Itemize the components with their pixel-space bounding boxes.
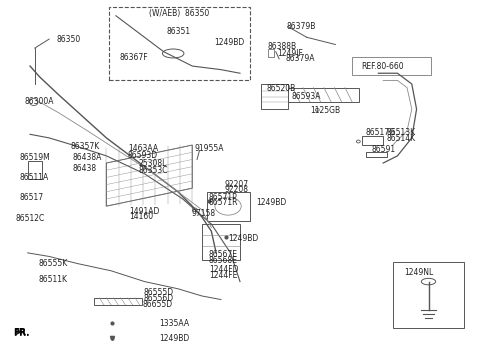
Text: REF.80-660: REF.80-660 — [362, 62, 404, 71]
Text: 86388B: 86388B — [268, 42, 297, 51]
Text: 86438: 86438 — [72, 164, 96, 173]
Text: 86367F: 86367F — [120, 52, 148, 62]
Text: 1249NL: 1249NL — [405, 268, 434, 277]
Text: 1249BD: 1249BD — [257, 198, 287, 207]
Text: 86350: 86350 — [56, 35, 81, 43]
Text: 97158: 97158 — [192, 209, 216, 218]
Text: 86379B: 86379B — [287, 22, 316, 31]
Text: 86353C: 86353C — [139, 166, 168, 175]
Text: 1249BD: 1249BD — [159, 334, 189, 343]
Text: 1463AA: 1463AA — [128, 144, 158, 153]
Text: 1249JF: 1249JF — [277, 49, 303, 58]
Text: 86591: 86591 — [371, 145, 396, 154]
Text: 86520B: 86520B — [267, 84, 296, 93]
Text: 86379A: 86379A — [285, 54, 315, 63]
Text: 92207: 92207 — [225, 180, 249, 189]
Text: 86517G: 86517G — [365, 128, 396, 137]
Text: 1244FE: 1244FE — [209, 272, 237, 280]
Text: 86357K: 86357K — [71, 142, 100, 151]
Text: 86655D: 86655D — [142, 300, 172, 310]
Text: 1249BD: 1249BD — [214, 38, 244, 47]
Text: 86511A: 86511A — [20, 173, 49, 182]
Text: 86555K: 86555K — [38, 259, 68, 268]
Text: 86593D: 86593D — [128, 151, 158, 160]
Text: FR.: FR. — [13, 328, 30, 337]
Text: 1491AD: 1491AD — [129, 207, 160, 216]
Text: 14160: 14160 — [129, 212, 154, 222]
Text: 1125GB: 1125GB — [311, 106, 341, 115]
Text: 1244FD: 1244FD — [209, 265, 239, 274]
Text: 86514K: 86514K — [387, 134, 416, 143]
Text: 86351: 86351 — [166, 28, 190, 37]
Text: 1335AA: 1335AA — [159, 320, 189, 328]
Text: 25308L: 25308L — [139, 159, 167, 168]
Text: FR.: FR. — [13, 329, 30, 338]
Text: 86511K: 86511K — [38, 275, 68, 284]
Text: 86300A: 86300A — [24, 97, 54, 106]
Text: 86568E: 86568E — [209, 256, 238, 265]
Text: 86571R: 86571R — [209, 198, 239, 207]
Text: 86567E: 86567E — [209, 250, 238, 259]
Bar — [352, 57, 431, 75]
Text: 1249BD: 1249BD — [228, 234, 258, 243]
Text: 86438A: 86438A — [72, 153, 101, 162]
Text: 86513K: 86513K — [387, 128, 416, 137]
Text: (W/AEB)  86350: (W/AEB) 86350 — [149, 9, 210, 18]
Text: 86512C: 86512C — [16, 214, 45, 223]
Text: 92208: 92208 — [225, 185, 249, 194]
Bar — [393, 262, 464, 328]
Text: 86571P: 86571P — [209, 193, 238, 202]
Bar — [109, 7, 250, 80]
Text: 86556D: 86556D — [144, 294, 174, 303]
Text: 86519M: 86519M — [20, 153, 50, 162]
Text: 86593A: 86593A — [291, 92, 321, 101]
Text: 91955A: 91955A — [195, 144, 224, 153]
Text: 86517: 86517 — [20, 193, 44, 202]
Text: 86555D: 86555D — [144, 288, 174, 297]
